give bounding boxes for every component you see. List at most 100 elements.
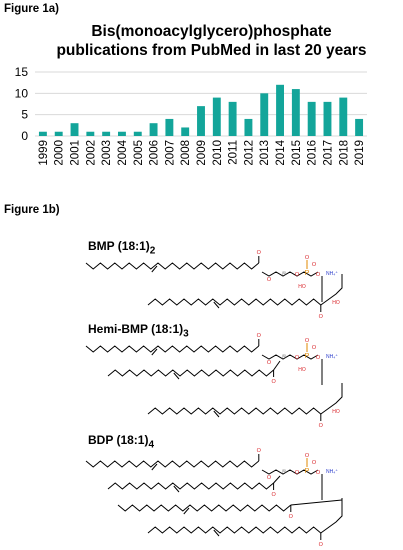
double-bond: [151, 348, 158, 356]
phosphate-oxygen: O: [316, 272, 321, 278]
x-tick-label: 2010: [212, 140, 224, 166]
bar: [244, 118, 253, 136]
x-tick-label: 2005: [133, 140, 145, 166]
double-bond: [151, 463, 158, 471]
x-tick-label: 2015: [291, 140, 303, 166]
x-tick-label: 2001: [70, 140, 82, 166]
bar: [165, 118, 174, 136]
double-bond: [213, 529, 220, 537]
x-tick-label: 2018: [338, 140, 350, 166]
acyl-chain: [85, 460, 260, 468]
double-bond: [183, 507, 190, 515]
hydroxyl-label: HO: [298, 367, 306, 373]
acyl-chain: [147, 407, 322, 415]
carbonyl-oxygen: O: [319, 542, 324, 548]
x-tick-label: 2009: [196, 140, 208, 166]
x-tick-label: 2003: [101, 140, 113, 166]
phosphorus-atom: P: [305, 468, 310, 475]
x-tick-label: 2016: [307, 140, 319, 166]
carbonyl-oxygen: O: [271, 379, 276, 385]
glycerol-link: [320, 383, 343, 415]
carbonyl-oxygen: O: [271, 492, 276, 498]
phosphate-oxygen: O: [316, 470, 321, 476]
molecule-name: Hemi-BMP (18:1): [88, 322, 184, 336]
ester-oxygen: O: [267, 277, 272, 283]
acyl-chain: [147, 526, 322, 534]
bar: [70, 123, 79, 136]
ammonium-label: NH₄⁺: [326, 469, 338, 475]
molecule-subscript: 4: [148, 439, 155, 451]
bar: [355, 118, 364, 136]
glycerol-link: [290, 499, 343, 506]
acyl-chain: [107, 369, 274, 377]
ester-oxygen: O: [295, 355, 300, 361]
double-bond: [173, 372, 180, 380]
stereo-label: (S): [282, 271, 286, 275]
x-tick-label: 2014: [275, 139, 287, 165]
phosphoryl-oxygen: O: [305, 453, 310, 459]
bar: [102, 131, 111, 136]
bar: [260, 93, 269, 136]
bar: [323, 101, 332, 136]
molecule-subscript: 2: [149, 245, 156, 257]
y-tick-label: 5: [21, 108, 28, 122]
x-tick-label: 2006: [149, 140, 161, 166]
carbonyl-oxygen: O: [289, 514, 294, 520]
acyl-chain: [85, 345, 260, 353]
hydroxyl-label: HO: [332, 409, 340, 415]
ammonium-label: NH₄⁺: [326, 354, 338, 360]
bar: [228, 101, 237, 136]
bar: [276, 84, 284, 136]
phosphate-oxygen: O: [312, 460, 317, 466]
x-tick-label: 2013: [259, 140, 271, 166]
double-bond: [213, 410, 220, 418]
phosphate-oxygen: O: [312, 345, 317, 351]
carbonyl-oxygen: O: [319, 423, 324, 429]
glycerol-backbone: [261, 271, 319, 277]
acyl-chain: [107, 482, 274, 490]
molecule-name: BMP (18:1): [88, 239, 150, 253]
carbonyl-oxygen: O: [319, 314, 324, 318]
figure-1b-label: Figure 1b): [4, 204, 60, 216]
glycerol-link: [273, 360, 281, 371]
x-tick-label: 2000: [54, 140, 66, 166]
bar: [133, 131, 142, 136]
double-bond: [151, 265, 158, 273]
ester-oxygen: O: [295, 470, 300, 476]
ester-oxygen: O: [267, 360, 272, 366]
glycerol-link: [320, 498, 343, 534]
x-tick-label: 2007: [164, 140, 176, 166]
phosphoryl-oxygen: O: [305, 338, 310, 344]
phosphoryl-oxygen: O: [305, 255, 310, 261]
chart-title-line-2: publications from PubMed in last 20 year…: [56, 42, 367, 59]
bar: [291, 89, 300, 136]
stereo-label: (S): [282, 469, 286, 473]
y-tick-label: 15: [15, 65, 29, 79]
bar: [54, 131, 63, 136]
phosphate-oxygen: O: [316, 355, 321, 361]
x-tick-label: 2008: [180, 140, 192, 166]
bar: [149, 123, 158, 136]
acyl-chain: [117, 504, 292, 512]
bar: [339, 97, 348, 136]
y-tick-label: 0: [21, 129, 28, 143]
stereo-label: (S): [282, 354, 286, 358]
phosphorus-atom: P: [305, 353, 310, 360]
x-tick-label: 2012: [243, 140, 255, 166]
ammonium-label: NH₄⁺: [326, 271, 338, 277]
bar: [197, 106, 205, 136]
chart-title-line-1: Bis(monoacylglycero)phosphate: [91, 23, 332, 40]
glycerol-link: [320, 274, 343, 306]
double-bond: [173, 485, 180, 493]
hydroxyl-label: HO: [332, 300, 340, 306]
phosphate-oxygen: O: [312, 262, 317, 268]
y-tick-label: 10: [15, 86, 29, 100]
bar: [181, 127, 190, 136]
glycerol-backbone: [261, 469, 319, 475]
glycerol-backbone: [261, 354, 319, 360]
ester-oxygen: O: [295, 272, 300, 278]
ester-oxygen: O: [267, 475, 272, 481]
